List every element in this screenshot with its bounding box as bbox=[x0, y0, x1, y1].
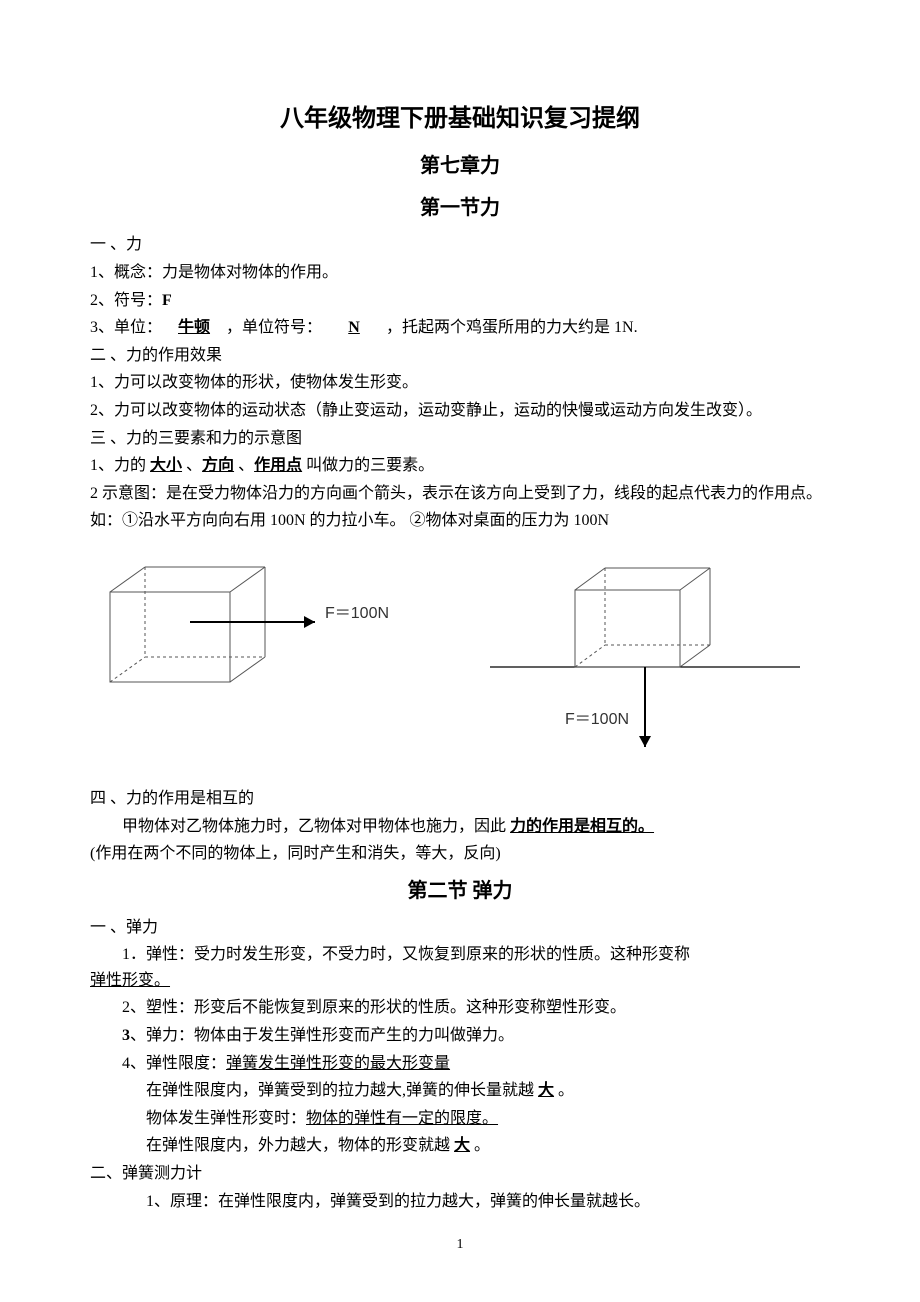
sec2-l5b: 大 bbox=[538, 1082, 554, 1099]
sec2-l8: 1、原理：在弹性限度内，弹簧受到的拉力越大，弹簧的伸长量就越长。 bbox=[90, 1189, 830, 1215]
sec1-l1: 1、概念：力是物体对物体的作用。 bbox=[90, 260, 830, 286]
sec2-l4: 4、弹性限度：弹簧发生弹性形变的最大形变量 bbox=[90, 1051, 830, 1077]
diagram1-label: F＝100N bbox=[325, 605, 389, 622]
sec2-l5a: 在弹性限度内，弹簧受到的拉力越大,弹簧的伸长量就越 bbox=[146, 1082, 538, 1099]
sec1-l3a: 3、单位： bbox=[90, 319, 162, 336]
sec1-l3c: ，单位符号： bbox=[226, 319, 322, 336]
sec1-h3: 三 、力的三要素和力的示意图 bbox=[90, 426, 830, 452]
sec1-l4: 1、力可以改变物体的形状，使物体发生形变。 bbox=[90, 370, 830, 396]
sec1-blank-unit: 牛顿 bbox=[162, 315, 226, 341]
sec1-l6g: 叫做力的三要素。 bbox=[302, 457, 434, 474]
document-page: 八年级物理下册基础知识复习提纲 第七章力 第一节力 一 、力 1、概念：力是物体… bbox=[0, 0, 920, 1297]
sec1-h4: 四 、力的作用是相互的 bbox=[90, 786, 830, 812]
sec1-l7: 2 示意图：是在受力物体沿力的方向画个箭头，表示在该方向上受到了力，线段的起点代… bbox=[90, 481, 830, 507]
sec2-l7: 在弹性限度内，外力越大，物体的形变就越 大 。 bbox=[90, 1133, 830, 1159]
sec1-l9a: 甲物体对乙物体施力时，乙物体对甲物体也施力，因此 bbox=[122, 818, 510, 835]
diagram2-label: F＝100N bbox=[565, 711, 629, 728]
sec1-l6d: 方向 bbox=[202, 457, 234, 474]
sec2-l4b: 弹簧发生弹性形变的最大形变量 bbox=[226, 1055, 450, 1072]
sec1-l5: 2、力可以改变物体的运动状态（静止变运动，运动变静止，运动的快慢或运动方向发生改… bbox=[90, 398, 830, 424]
sec2-h1: 一 、弹力 bbox=[90, 915, 830, 941]
diagram-vertical-force: F＝100N bbox=[480, 552, 810, 762]
page-number: 1 bbox=[90, 1234, 830, 1256]
sec1-l6e: 、 bbox=[234, 457, 254, 474]
sec2-l7b: 大 bbox=[454, 1137, 470, 1154]
sec2-l4a: 4、弹性限度： bbox=[122, 1055, 226, 1072]
sec2-l3: 3、弹力：物体由于发生弹性形变而产生的力叫做弹力。 bbox=[90, 1023, 830, 1049]
sec2-h2: 二、弹簧测力计 bbox=[90, 1161, 830, 1187]
sec1-l6a: 1、力的 bbox=[90, 457, 150, 474]
sec1-l9b: 力的作用是相互的。 bbox=[510, 818, 654, 835]
diagram-horizontal-force: F＝100N bbox=[100, 552, 410, 702]
sec2-l3b: 、弹力：物体由于发生弹性形变而产生的力叫做弹力。 bbox=[130, 1027, 514, 1044]
sec1-l2b: F bbox=[162, 292, 172, 309]
sec2-l6: 物体发生弹性形变时：物体的弹性有一定的限度。 bbox=[90, 1106, 830, 1132]
main-title: 八年级物理下册基础知识复习提纲 bbox=[90, 100, 830, 138]
sec1-l2a: 2、符号： bbox=[90, 292, 162, 309]
sec2-l5c: 。 bbox=[554, 1082, 574, 1099]
sec2-l6a: 物体发生弹性形变时： bbox=[146, 1110, 306, 1127]
sec1-l9: 甲物体对乙物体施力时，乙物体对甲物体也施力，因此 力的作用是相互的。 bbox=[90, 814, 830, 840]
sec1-l2: 2、符号：F bbox=[90, 288, 830, 314]
sec2-l1a: 1．弹性：受力时发生形变，不受力时，又恢复到原来的形状的性质。这种形变称 bbox=[90, 942, 690, 968]
chapter-title: 第七章力 bbox=[90, 150, 830, 182]
sec1-l6b: 大小 bbox=[150, 457, 182, 474]
force-diagrams: F＝100N F＝100N bbox=[90, 552, 830, 762]
sec1-l10: (作用在两个不同的物体上，同时产生和消失，等大，反向) bbox=[90, 841, 830, 867]
sec2-l1b: 弹性形变。 bbox=[90, 972, 170, 989]
sec2-l1-wrap: 1．弹性：受力时发生形变，不受力时，又恢复到原来的形状的性质。这种形变称 弹性形… bbox=[90, 942, 830, 993]
sec1-l6f: 作用点 bbox=[254, 457, 302, 474]
sec2-l6b: 物体的弹性有一定的限度。 bbox=[306, 1110, 498, 1127]
sec2-l5: 在弹性限度内，弹簧受到的拉力越大,弹簧的伸长量就越 大 。 bbox=[90, 1078, 830, 1104]
sec1-l3e: ，托起两个鸡蛋所用的力大约是 1N. bbox=[386, 319, 638, 336]
sec1-h1: 一 、力 bbox=[90, 232, 830, 258]
section1-heading: 第一节力 bbox=[90, 192, 830, 224]
sec2-l7c: 。 bbox=[470, 1137, 490, 1154]
sec2-l2: 2、塑性：形变后不能恢复到原来的形状的性质。这种形变称塑性形变。 bbox=[90, 995, 830, 1021]
sec1-l3: 3、单位：牛顿，单位符号：N，托起两个鸡蛋所用的力大约是 1N. bbox=[90, 315, 830, 341]
sec1-blank-symbol: N bbox=[322, 315, 386, 341]
sec1-l6: 1、力的 大小 、方向 、作用点 叫做力的三要素。 bbox=[90, 453, 830, 479]
sec2-l3a: 3 bbox=[122, 1027, 130, 1044]
sec1-l8: 如：①沿水平方向向右用 100N 的力拉小车。 ②物体对桌面的压力为 100N bbox=[90, 508, 830, 534]
sec1-l6c: 、 bbox=[182, 457, 202, 474]
sec2-l7a: 在弹性限度内，外力越大，物体的形变就越 bbox=[146, 1137, 454, 1154]
section2-heading: 第二节 弹力 bbox=[90, 875, 830, 907]
sec1-h2: 二 、力的作用效果 bbox=[90, 343, 830, 369]
